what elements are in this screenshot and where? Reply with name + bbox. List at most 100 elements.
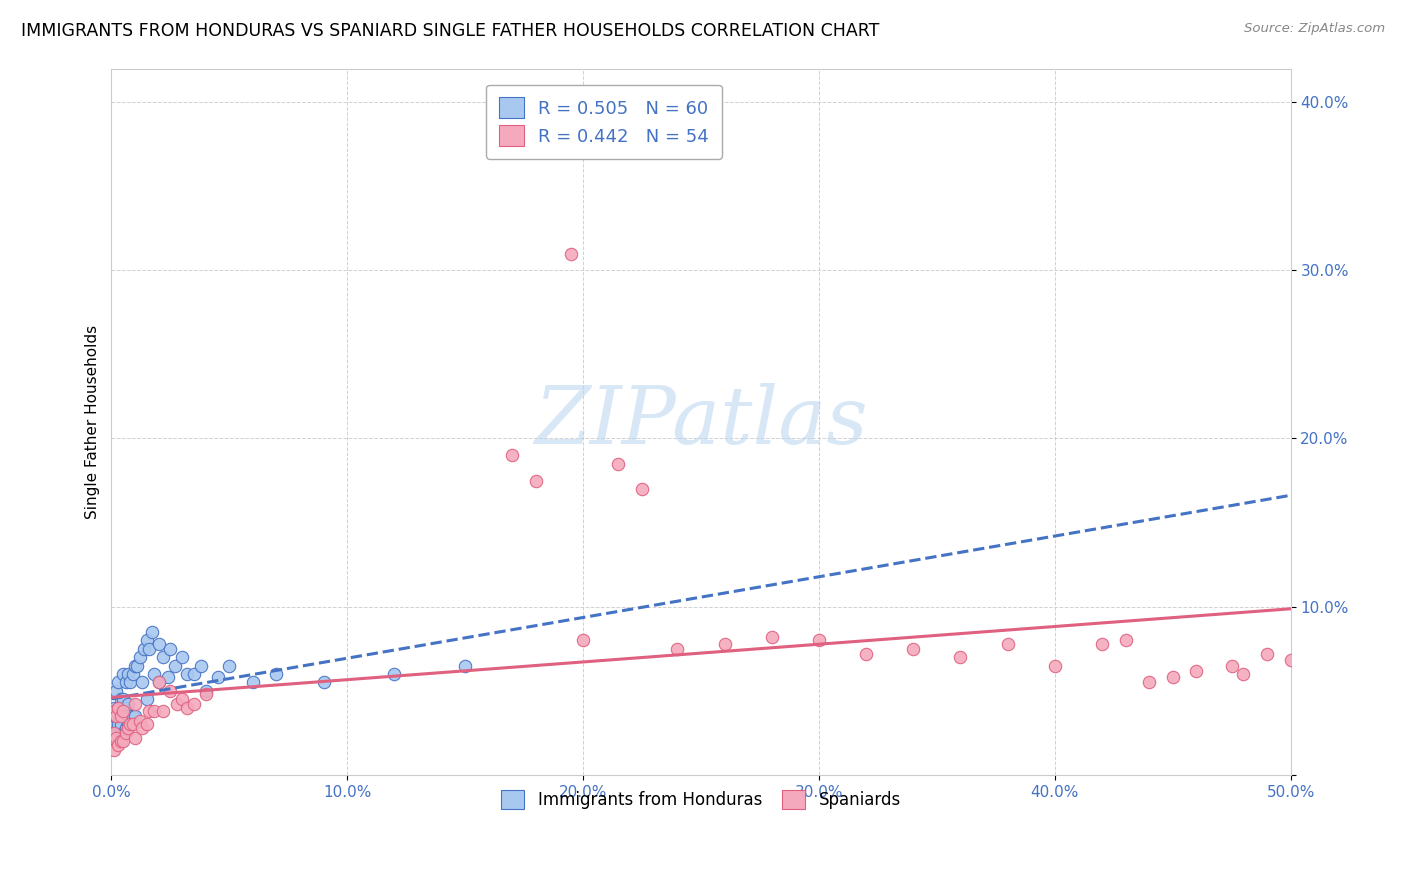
Point: [127, 658, 149, 673]
Point: [183, 667, 205, 681]
Point: [131, 675, 153, 690]
Point: [949, 650, 972, 665]
Point: [1256, 647, 1278, 661]
Point: [117, 717, 139, 731]
Point: [103, 717, 125, 731]
Point: [218, 658, 240, 673]
Point: [172, 692, 194, 706]
Point: [112, 709, 135, 723]
Point: [103, 734, 125, 748]
Point: [114, 700, 136, 714]
Point: [103, 700, 125, 714]
Point: [138, 704, 160, 718]
Point: [107, 700, 129, 714]
Point: [903, 641, 925, 656]
Point: [117, 721, 139, 735]
Point: [128, 650, 150, 665]
Point: [112, 667, 135, 681]
Point: [103, 725, 125, 739]
Point: [761, 630, 783, 644]
Point: [1043, 658, 1066, 673]
Point: [631, 482, 654, 496]
Point: [135, 633, 157, 648]
Point: [666, 641, 689, 656]
Point: [152, 704, 174, 718]
Point: [114, 721, 136, 735]
Point: [152, 650, 174, 665]
Point: [1091, 637, 1114, 651]
Point: [807, 633, 830, 648]
Point: [120, 675, 142, 690]
Point: [501, 448, 523, 462]
Text: IMMIGRANTS FROM HONDURAS VS SPANIARD SINGLE FATHER HOUSEHOLDS CORRELATION CHART: IMMIGRANTS FROM HONDURAS VS SPANIARD SIN…: [21, 22, 880, 40]
Point: [1185, 664, 1208, 678]
Point: [135, 717, 157, 731]
Point: [997, 637, 1019, 651]
Point: [107, 700, 129, 714]
Point: [107, 725, 129, 739]
Point: [855, 647, 877, 661]
Point: [110, 717, 132, 731]
Point: [124, 709, 146, 723]
Point: [124, 731, 146, 745]
Point: [110, 692, 132, 706]
Point: [110, 725, 132, 739]
Point: [524, 474, 547, 488]
Point: [183, 697, 205, 711]
Point: [103, 704, 125, 718]
Point: [1232, 667, 1254, 681]
Legend: Immigrants from Honduras, Spaniards: Immigrants from Honduras, Spaniards: [495, 783, 908, 816]
Point: [1115, 633, 1137, 648]
Point: [128, 714, 150, 728]
Point: [131, 721, 153, 735]
Y-axis label: Single Father Households: Single Father Households: [86, 325, 100, 519]
Point: [105, 725, 128, 739]
Point: [572, 633, 595, 648]
Point: [454, 658, 477, 673]
Point: [176, 667, 198, 681]
Point: [134, 641, 156, 656]
Point: [112, 692, 135, 706]
Point: [112, 734, 135, 748]
Point: [159, 683, 181, 698]
Point: [121, 709, 143, 723]
Point: [194, 683, 217, 698]
Point: [107, 717, 129, 731]
Point: [107, 675, 129, 690]
Point: [1161, 670, 1184, 684]
Point: [176, 700, 198, 714]
Point: [138, 641, 160, 656]
Point: [312, 675, 335, 690]
Point: [120, 717, 142, 731]
Point: [114, 675, 136, 690]
Point: [112, 704, 135, 718]
Point: [121, 717, 143, 731]
Point: [142, 704, 165, 718]
Point: [148, 637, 170, 651]
Point: [159, 641, 181, 656]
Point: [266, 667, 288, 681]
Point: [194, 687, 217, 701]
Point: [107, 738, 129, 752]
Point: [148, 675, 170, 690]
Point: [105, 709, 128, 723]
Point: [190, 658, 212, 673]
Point: [105, 717, 128, 731]
Point: [112, 725, 135, 739]
Point: [117, 697, 139, 711]
Point: [172, 650, 194, 665]
Point: [105, 731, 128, 745]
Point: [105, 734, 128, 748]
Text: ZIPatlas: ZIPatlas: [534, 383, 868, 460]
Point: [142, 667, 165, 681]
Point: [110, 734, 132, 748]
Point: [117, 667, 139, 681]
Point: [110, 709, 132, 723]
Point: [105, 683, 128, 698]
Point: [165, 658, 187, 673]
Point: [1279, 653, 1302, 667]
Point: [141, 624, 163, 639]
Point: [607, 457, 630, 471]
Point: [120, 717, 142, 731]
Point: [105, 709, 128, 723]
